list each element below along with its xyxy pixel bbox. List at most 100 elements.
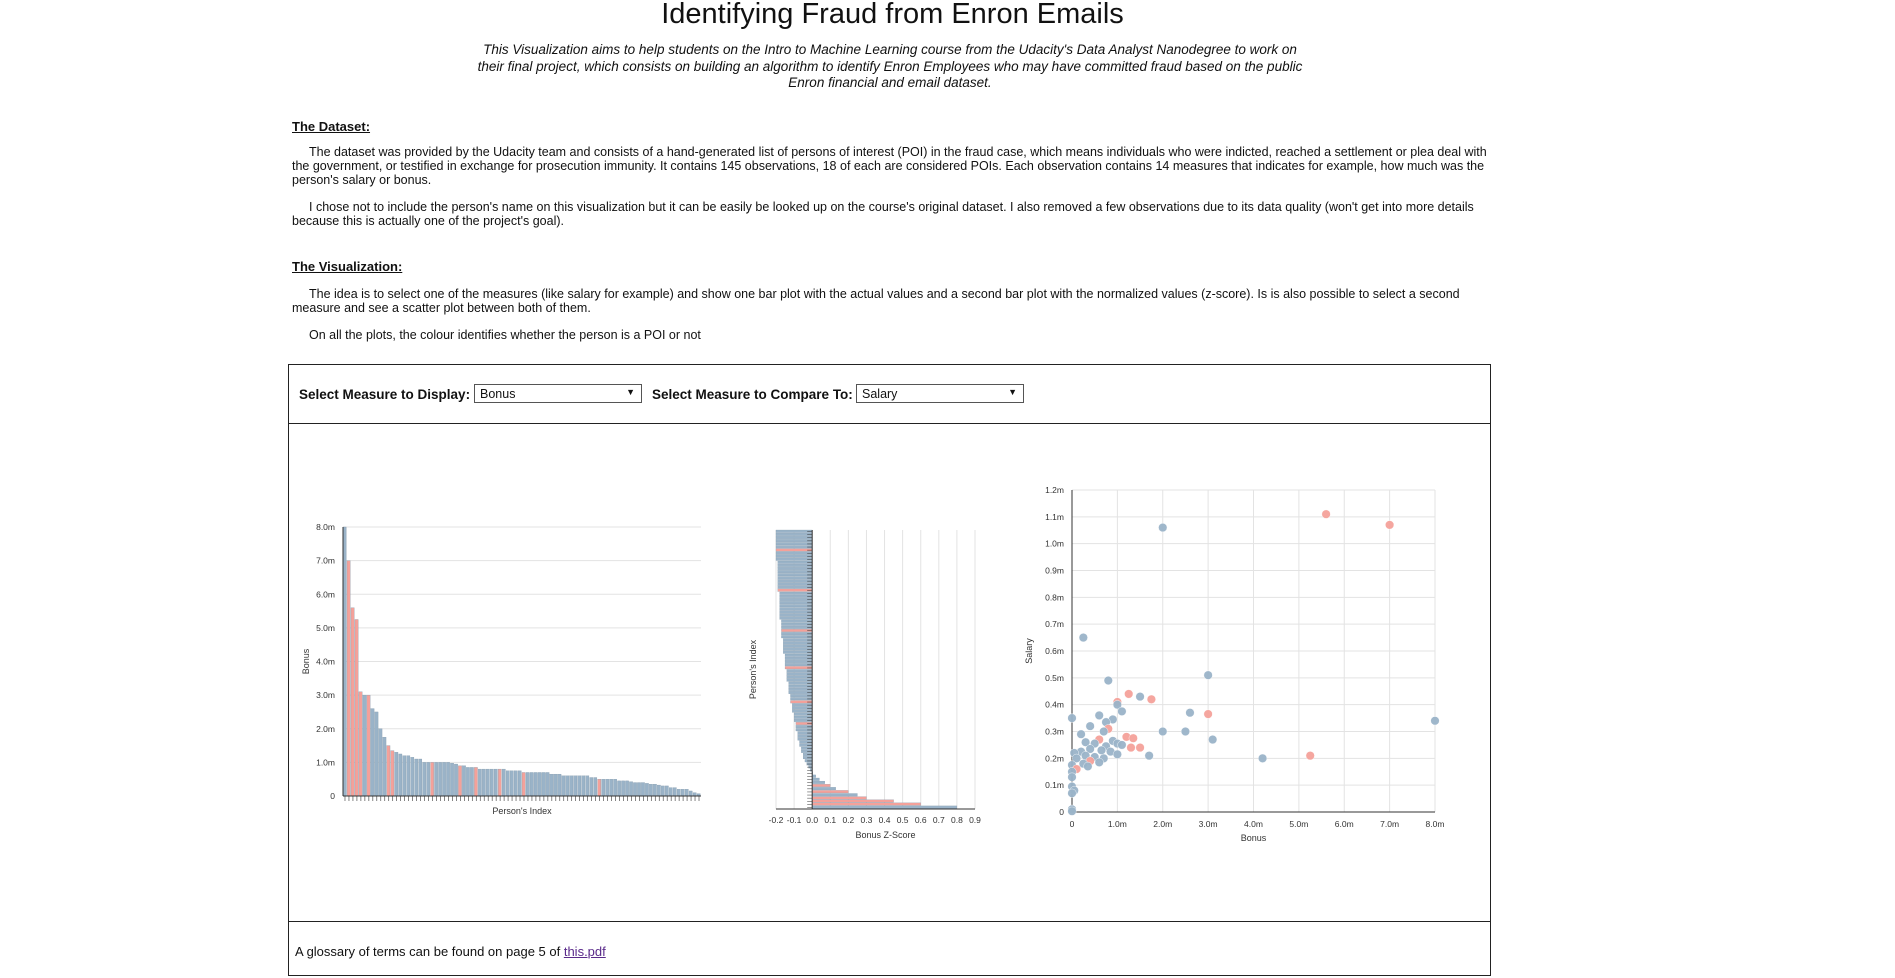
chart3-xtick-label: 2.0m <box>1153 819 1172 829</box>
chart1-bar <box>422 762 426 797</box>
chart1-bar <box>438 762 442 797</box>
chart3-xtick-label: 7.0m <box>1380 819 1399 829</box>
chart2-bar <box>803 756 813 760</box>
chart2-bar <box>792 709 813 713</box>
chart1-ytick-label: 4.0m <box>316 657 335 667</box>
compare-select[interactable]: Salary ▼ <box>856 384 1024 403</box>
chart2-bar <box>812 793 858 797</box>
chart1-bar <box>537 772 542 797</box>
chart2-bar <box>812 805 958 809</box>
chart1-bar <box>589 777 594 797</box>
chart3-point <box>1117 706 1127 716</box>
chart3-xlabel: Bonus <box>1241 833 1267 843</box>
chart2-xtick-label: 0.3 <box>861 815 873 825</box>
chart1-bar <box>390 750 395 797</box>
chart3-xtick-label: 8.0m <box>1426 819 1445 829</box>
chart1-bar <box>676 789 681 797</box>
chart2-xlabel: Bonus Z-Score <box>855 830 915 840</box>
chart2-bar <box>777 573 813 577</box>
chart2-bar <box>786 678 813 682</box>
chart1-bar <box>458 765 462 797</box>
chart2-bar <box>812 784 831 787</box>
chart3-point <box>1180 727 1190 737</box>
chart3-point <box>1135 692 1145 702</box>
chart1-xlabel: Person's Index <box>492 806 552 816</box>
chart3-point <box>1203 709 1213 719</box>
chart1-bar <box>382 737 387 797</box>
chart3-point <box>1067 713 1077 723</box>
chart1-ytick-label: 0 <box>330 791 335 801</box>
chart1-bar <box>669 787 673 797</box>
chart1-bar <box>653 784 657 797</box>
chart1-bar <box>474 767 478 797</box>
chart3-ytick-label: 0 <box>1059 807 1064 817</box>
chart1-bar <box>692 792 697 797</box>
chart1-bar <box>680 789 685 797</box>
chart3-ylabel: Salary <box>1024 638 1034 664</box>
chart1-bar <box>426 762 430 797</box>
chart2-bar <box>812 799 894 803</box>
measure-select[interactable]: Bonus ▼ <box>474 384 642 403</box>
chart2-bar <box>781 632 813 636</box>
chart1-bar <box>501 768 506 797</box>
glossary-link[interactable]: this.pdf <box>563 944 606 959</box>
chart2-bar <box>784 653 813 657</box>
chart1-bar <box>446 762 450 797</box>
chart1-bar <box>577 775 582 797</box>
chart3-ytick-label: 0.5m <box>1045 673 1064 683</box>
chart1-bar <box>605 779 609 797</box>
chart1-bar <box>366 694 371 797</box>
chart3-ytick-label: 0.7m <box>1045 619 1064 629</box>
compare-select-value: Salary <box>862 387 898 401</box>
visualization-paragraph-1: The idea is to select one of the measure… <box>292 287 1460 315</box>
chart3-point <box>1146 694 1156 704</box>
chart3-ytick-label: 0.1m <box>1045 780 1064 790</box>
chart1-bar <box>673 787 677 797</box>
chart2-bar <box>812 774 816 778</box>
chart1-ylabel: Bonus <box>301 648 311 674</box>
chart1-bar <box>517 770 522 797</box>
chart2-bar <box>812 790 849 794</box>
chart2-bar <box>775 545 813 549</box>
chart2-bar <box>775 542 813 546</box>
chart1-bar <box>565 775 570 797</box>
chart1-bar <box>450 763 454 797</box>
chart3-point <box>1126 743 1136 753</box>
chart1-bar <box>649 784 653 797</box>
chart1-bar <box>688 790 693 797</box>
chart1-bar <box>553 773 558 797</box>
intro-text: This Visualization aims to help students… <box>477 42 1303 90</box>
chart2-bar <box>779 601 813 605</box>
chart3-point <box>1158 523 1168 533</box>
chart2-bar <box>775 554 813 558</box>
chart1-bar <box>545 772 550 797</box>
compare-select-label: Select Measure to Compare To: <box>652 387 853 402</box>
chart1-bar <box>684 789 689 797</box>
chart1-bar <box>398 753 403 797</box>
chart3-point <box>1099 727 1109 737</box>
chart2-bar <box>812 796 867 800</box>
chart2-xtick-label: -0.2 <box>769 815 784 825</box>
chart3-point <box>1185 708 1195 718</box>
chart2-xtick-label: 0.6 <box>915 815 927 825</box>
chart2-bar <box>775 539 813 543</box>
chart2-xtick-label: 0.4 <box>879 815 891 825</box>
chart1-bar <box>497 768 502 797</box>
chart3-ytick-label: 0.9m <box>1045 566 1064 576</box>
chart2-bar <box>775 551 813 555</box>
chart2-bar <box>779 591 813 595</box>
chart1-bar <box>617 780 621 797</box>
chart1-bar <box>486 768 490 797</box>
chart1-bar <box>350 607 355 797</box>
chart1-bar <box>370 708 375 797</box>
chart1-ytick-label: 3.0m <box>316 690 335 700</box>
chart2-bar <box>777 579 813 583</box>
chart3-point <box>1144 751 1154 761</box>
dataset-heading: The Dataset: <box>292 119 371 134</box>
chart2-bar <box>777 576 813 580</box>
chart2-xtick-label: 0.5 <box>897 815 909 825</box>
chart1-bar <box>442 762 446 797</box>
chart1-bar <box>470 767 474 797</box>
chart3-point <box>1258 753 1268 763</box>
chart3-xtick-label: 5.0m <box>1289 819 1308 829</box>
